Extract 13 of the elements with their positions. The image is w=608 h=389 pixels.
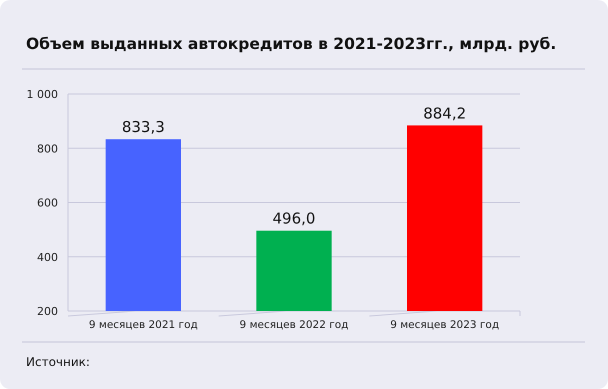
data-label: 884,2: [423, 104, 466, 122]
text: Источник:: [26, 355, 90, 369]
y-tick-label: 200: [37, 305, 58, 318]
y-tick-label: 1 000: [26, 88, 58, 101]
x-tick-label: 9 месяцев 2023 год: [390, 319, 500, 331]
y-tick-label: 800: [37, 142, 58, 156]
data-label: 496,0: [272, 210, 316, 228]
y-tick-label: 400: [37, 250, 58, 264]
chart-title: Объем выданных автокредитов в 2021-2023гг., млрд. руб.: [26, 35, 556, 53]
x-tick-label: 9 месяцев 2022 год: [240, 319, 348, 331]
x-tick-label: 9 месяцев 2021 год: [88, 319, 198, 331]
data-label: 833,3: [122, 118, 165, 136]
y-tick-label: 600: [37, 196, 58, 210]
